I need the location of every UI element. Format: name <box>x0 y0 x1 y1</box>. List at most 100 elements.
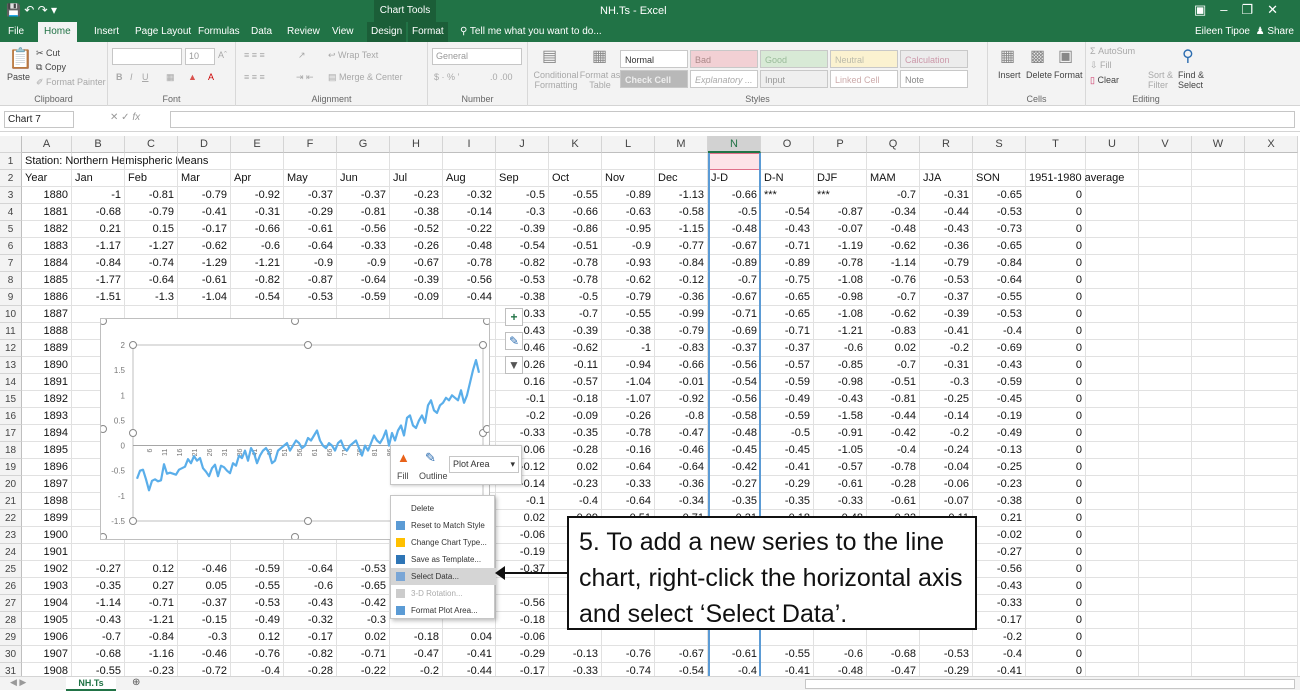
table-cell[interactable]: 1898 <box>22 493 72 510</box>
table-cell[interactable]: -0.51 <box>867 374 920 391</box>
grid-cell[interactable] <box>1192 476 1245 493</box>
table-cell[interactable]: -0.64 <box>284 238 337 255</box>
table-cell[interactable]: 0 <box>1026 340 1086 357</box>
table-cell[interactable]: -0.51 <box>549 238 602 255</box>
column-header-i[interactable]: I <box>443 136 496 153</box>
grid-cell[interactable] <box>1139 408 1192 425</box>
table-cell[interactable]: -0.57 <box>549 374 602 391</box>
column-label[interactable]: SON <box>973 170 1026 187</box>
table-cell[interactable]: -0.71 <box>761 238 814 255</box>
table-cell[interactable]: -0.61 <box>284 221 337 238</box>
grid-cell[interactable] <box>1139 527 1192 544</box>
table-cell[interactable] <box>284 544 337 561</box>
grid-cell[interactable] <box>655 153 708 170</box>
table-cell[interactable]: 0 <box>1026 357 1086 374</box>
font-size-box[interactable]: 10 <box>185 48 215 65</box>
tab-view[interactable]: View <box>332 22 354 42</box>
table-cell[interactable]: 0 <box>1026 255 1086 272</box>
grid-cell[interactable] <box>1086 221 1139 238</box>
table-cell[interactable]: -0.61 <box>178 272 231 289</box>
cut-button[interactable]: ✂ Cut <box>36 48 60 59</box>
table-cell[interactable]: 1896 <box>22 459 72 476</box>
row-header[interactable]: 11 <box>0 323 22 340</box>
fill-button[interactable]: ⇩ Fill <box>1090 60 1112 71</box>
table-cell[interactable]: -0.33 <box>602 476 655 493</box>
table-cell[interactable]: -0.55 <box>72 663 125 676</box>
table-cell[interactable]: -0.65 <box>761 289 814 306</box>
table-cell[interactable]: -0.29 <box>920 663 973 676</box>
table-cell[interactable] <box>337 544 390 561</box>
table-cell[interactable]: -0.17 <box>178 221 231 238</box>
table-cell[interactable]: -0.48 <box>708 221 761 238</box>
table-cell[interactable]: 0.02 <box>496 510 549 527</box>
chart-filters-icon[interactable]: ▼ <box>505 356 523 374</box>
table-cell[interactable]: -0.66 <box>655 357 708 374</box>
table-cell[interactable]: -0.78 <box>602 425 655 442</box>
grid-cell[interactable] <box>1192 408 1245 425</box>
column-label[interactable]: Year <box>22 170 72 187</box>
column-label[interactable]: Jan <box>72 170 125 187</box>
grid-cell[interactable] <box>1139 612 1192 629</box>
table-cell[interactable]: -0.92 <box>655 391 708 408</box>
grid-cell[interactable] <box>1245 357 1298 374</box>
table-cell[interactable]: -0.36 <box>655 476 708 493</box>
grid-cell[interactable] <box>337 153 390 170</box>
table-cell[interactable]: -0.37 <box>284 187 337 204</box>
table-cell[interactable]: -1.07 <box>602 391 655 408</box>
table-cell[interactable]: -0.5 <box>761 425 814 442</box>
table-cell[interactable]: -0.55 <box>231 578 284 595</box>
table-cell[interactable]: -0.62 <box>867 238 920 255</box>
table-cell[interactable]: -0.57 <box>814 459 867 476</box>
fill-color-icon[interactable]: ▲ <box>188 72 197 82</box>
grid-cell[interactable] <box>1086 306 1139 323</box>
table-cell[interactable]: -0.53 <box>973 306 1026 323</box>
table-cell[interactable]: -0.78 <box>549 272 602 289</box>
table-cell[interactable]: -0.78 <box>443 255 496 272</box>
table-cell[interactable]: 1894 <box>22 425 72 442</box>
grid-cell[interactable] <box>761 153 814 170</box>
grid-cell[interactable] <box>1192 204 1245 221</box>
table-cell[interactable] <box>125 544 178 561</box>
grid-cell[interactable] <box>549 153 602 170</box>
row-header[interactable]: 10 <box>0 306 22 323</box>
table-cell[interactable]: -0.92 <box>231 187 284 204</box>
table-cell[interactable]: -0.49 <box>973 425 1026 442</box>
table-cell[interactable] <box>72 544 125 561</box>
table-cell[interactable]: -0.93 <box>602 255 655 272</box>
delete-cells-button[interactable]: Delete <box>1026 70 1052 80</box>
table-cell[interactable]: -0.66 <box>708 187 761 204</box>
table-cell[interactable]: -0.41 <box>761 459 814 476</box>
grid-cell[interactable] <box>1192 153 1245 170</box>
table-cell[interactable]: -0.84 <box>72 255 125 272</box>
column-header-e[interactable]: E <box>231 136 284 153</box>
row-header[interactable]: 5 <box>0 221 22 238</box>
table-cell[interactable]: -0.35 <box>72 578 125 595</box>
table-cell[interactable]: -0.91 <box>814 425 867 442</box>
grid-cell[interactable] <box>1139 646 1192 663</box>
table-cell[interactable]: -0.07 <box>920 493 973 510</box>
row-header[interactable]: 22 <box>0 510 22 527</box>
grid-cell[interactable] <box>1245 289 1298 306</box>
table-cell[interactable]: -0.16 <box>602 442 655 459</box>
table-cell[interactable]: -0.65 <box>973 238 1026 255</box>
table-cell[interactable]: 0.12 <box>231 629 284 646</box>
table-cell[interactable]: -0.54 <box>761 204 814 221</box>
table-cell[interactable]: 1882 <box>22 221 72 238</box>
tab-insert[interactable]: Insert <box>94 22 119 42</box>
conditional-formatting-button[interactable]: Conditional Formatting <box>530 70 582 90</box>
table-cell[interactable]: -0.5 <box>496 187 549 204</box>
table-cell[interactable]: -0.18 <box>549 391 602 408</box>
table-cell[interactable]: 1892 <box>22 391 72 408</box>
grid-cell[interactable] <box>1086 493 1139 510</box>
row-header[interactable]: 16 <box>0 408 22 425</box>
sheet-tab[interactable]: NH.Ts <box>66 677 116 691</box>
table-cell[interactable]: -0.19 <box>973 408 1026 425</box>
table-cell[interactable]: -0.65 <box>761 306 814 323</box>
column-header-w[interactable]: W <box>1192 136 1245 153</box>
grid-cell[interactable] <box>1245 391 1298 408</box>
row-header[interactable]: 3 <box>0 187 22 204</box>
table-cell[interactable]: 1895 <box>22 442 72 459</box>
grid-cell[interactable] <box>1245 442 1298 459</box>
table-cell[interactable]: -0.64 <box>602 493 655 510</box>
table-cell[interactable]: -0.33 <box>549 663 602 676</box>
